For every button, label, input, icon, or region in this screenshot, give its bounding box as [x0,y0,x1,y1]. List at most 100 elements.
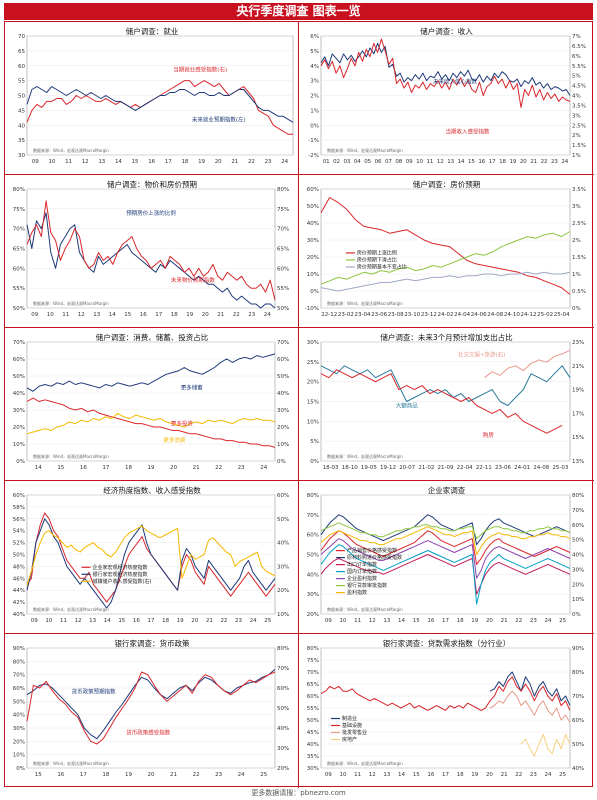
y-tick-label-left: 50% [307,718,319,724]
x-tick-label: 12 [437,159,444,165]
y-tick-label-right: 80% [277,646,289,652]
y-tick-label-left: 45% [307,730,319,736]
y-tick-label-left: 0% [310,289,319,295]
x-tick-label: 20 [191,618,198,624]
y-tick-label-left: 44% [13,588,25,594]
x-tick-label: 19 [509,159,516,165]
y-tick-label-right: 1% [572,153,581,159]
x-tick-label: 01 [323,159,330,165]
y-tick-label-left: 50% [13,699,25,705]
x-tick-label: 23 [235,618,242,624]
y-tick-label-right: 20% [277,588,289,594]
x-tick-label: 18 [125,465,132,471]
series-annotation: 更多投资 [171,419,194,427]
y-tick-label-left: 42% [13,600,25,606]
y-tick-label-left: 75% [13,207,25,213]
y-tick-label-left: 4% [310,64,319,70]
x-tick-label: 23-10 [404,312,420,318]
x-tick-label: 10 [416,159,423,165]
x-tick-label: 17 [80,772,87,778]
y-tick-label-left: 45 [18,108,25,114]
y-tick-label-left: 90% [13,646,25,652]
series-line-p1-1 [26,86,294,123]
x-tick-label: 22 [248,159,255,165]
series-annotation: 未来物价预期指数 [171,276,216,284]
legend-entry: 出口订单指数 [347,561,377,568]
x-tick-label: 17 [148,618,155,624]
x-tick-label: 18-10 [342,465,358,471]
x-tick-label: 21 [193,465,200,471]
y-tick-label-right: 6.5% [572,44,586,50]
series-line-p10-1 [320,676,571,711]
legend-entry: 国内订单指数 [347,568,377,575]
x-tick-label: 14 [35,465,42,471]
series-annotation: 货币政策预期指数 [72,688,117,696]
x-tick-label: 17 [155,312,162,318]
x-tick-label: 10 [48,159,55,165]
series-line-p4-2 [320,271,571,292]
series-line-p7-1 [26,518,276,609]
y-tick-label-left: 40% [13,391,25,397]
x-tick-label: 17 [442,772,449,778]
y-tick-label-left: 58% [13,505,25,511]
x-tick-label: 13 [89,618,96,624]
y-tick-label-right: 23% [572,340,584,346]
y-tick-label-right: 20% [277,766,289,772]
x-tick-label: 24 [545,618,552,624]
x-tick-label: 23 [238,465,245,471]
series-line-p10-3 [520,733,571,757]
chart-svg-p1: 储户调查：就业 30 35 40 45 50 55 60 65 70 09 10 11 12 13 14 15 1… [18,26,294,165]
y-tick-label-left: 20% [13,739,25,745]
y-tick-label-left: 0% [310,459,319,465]
x-tick-label: 24-08 [533,465,549,471]
x-tick-label: 12 [369,618,376,624]
x-tick-label: 19 [471,772,478,778]
y-tick-label-left: 54% [13,529,25,535]
x-tick-label: 23 [530,772,537,778]
y-tick-label-left: -1% [308,138,319,144]
y-tick-label-right: 70% [277,340,289,346]
y-tick-label-left: 70% [13,673,25,679]
series-line-p6-2 [320,369,563,434]
series-annotation: 购房 [483,431,495,439]
chart-title: 银行家调查：贷款需求指数（分行业） [383,638,511,648]
x-tick-label: 24 [250,618,257,624]
x-tick-label: 11 [60,618,67,624]
series-annotation: 未来收入信心指数 [433,78,478,86]
y-tick-label-left: 30% [307,238,319,244]
y-tick-label-left: 20% [307,380,319,386]
y-tick-label-left: 1% [310,108,319,114]
x-tick-label: 24 [260,465,267,471]
y-tick-label-right: 1% [572,272,581,278]
y-tick-label-left: 5% [310,49,319,55]
y-tick-label-right: 30% [277,408,289,414]
x-tick-label: 09 [32,159,39,165]
x-tick-label: 22 [541,159,548,165]
chart-svg-p6: 储户调查：未来3个月预计增加支出占比 0% 5% 10% 15% 20% 25% 30% 13%… [307,332,584,471]
y-tick-label-right: 60% [277,686,289,692]
x-tick-label: 21 [501,618,508,624]
x-tick-label: 15 [124,312,131,318]
y-tick-label-right: 55% [277,286,289,292]
x-tick-label: 10 [47,312,54,318]
source-note: 数据来源：Wind，宏观达观MacroMargin [33,606,109,612]
y-tick-label-left: 40% [307,742,319,748]
x-tick-label: 24-02 [438,312,454,318]
x-tick-label: 21-09 [438,465,454,471]
x-tick-label: 13 [383,618,390,624]
x-tick-label: 12 [369,772,376,778]
x-tick-label: 25-02 [537,312,553,318]
y-tick-label-left: 30% [307,592,319,598]
series-line-p8-0 [320,530,571,565]
x-tick-label: 24 [545,772,552,778]
y-tick-label-right: 0% [572,306,581,312]
legend-entry: 企业盈利指数 [347,575,377,582]
legend-entry: 批发零售业 [342,729,367,736]
y-tick-label-right: 7% [572,34,581,40]
y-tick-label-left: 60% [307,187,319,193]
y-tick-label-right: 2% [572,133,581,139]
series-line-p6-1 [320,365,571,406]
y-tick-label-left: 30 [18,153,25,159]
x-tick-label: 10 [339,772,346,778]
x-tick-label: 23 [551,159,558,165]
